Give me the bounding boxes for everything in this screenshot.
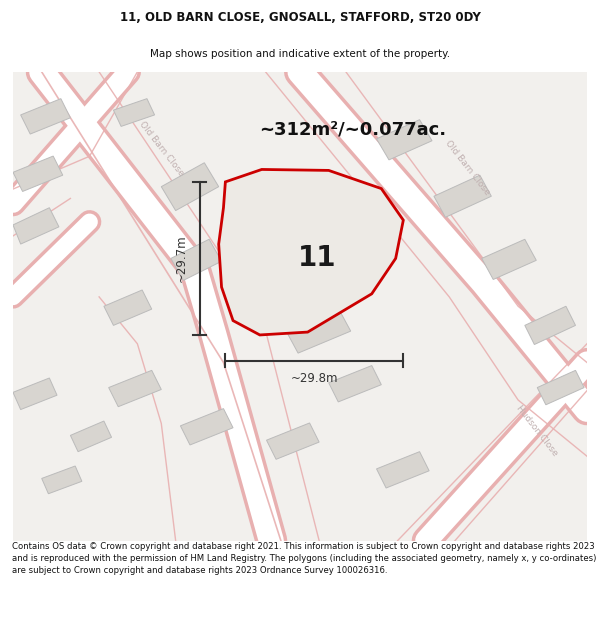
Polygon shape (537, 371, 584, 405)
Polygon shape (286, 308, 351, 353)
Text: ~312m²/~0.077ac.: ~312m²/~0.077ac. (259, 121, 446, 139)
Polygon shape (482, 239, 536, 279)
Text: 11: 11 (298, 244, 337, 272)
Text: Old Barn Close: Old Barn Close (137, 119, 185, 178)
Polygon shape (329, 366, 382, 402)
Text: Contains OS data © Crown copyright and database right 2021. This information is : Contains OS data © Crown copyright and d… (12, 542, 596, 575)
Polygon shape (377, 120, 432, 160)
Polygon shape (13, 156, 63, 191)
Polygon shape (13, 208, 59, 244)
Polygon shape (42, 466, 82, 494)
Polygon shape (109, 371, 161, 407)
Polygon shape (218, 169, 403, 335)
Polygon shape (377, 452, 429, 488)
Polygon shape (13, 378, 57, 409)
Text: 11, OLD BARN CLOSE, GNOSALL, STAFFORD, ST20 0DY: 11, OLD BARN CLOSE, GNOSALL, STAFFORD, S… (119, 11, 481, 24)
Polygon shape (525, 306, 575, 344)
Polygon shape (20, 99, 70, 134)
Text: Map shows position and indicative extent of the property.: Map shows position and indicative extent… (150, 49, 450, 59)
Text: Hudson Close: Hudson Close (515, 404, 560, 458)
Polygon shape (242, 169, 308, 214)
Polygon shape (266, 423, 319, 459)
Polygon shape (242, 246, 303, 291)
Polygon shape (113, 99, 155, 126)
Polygon shape (104, 290, 152, 326)
Text: Old Barn Close: Old Barn Close (443, 139, 491, 197)
Text: ~29.7m: ~29.7m (175, 234, 188, 282)
Polygon shape (181, 409, 233, 445)
Polygon shape (171, 239, 221, 281)
Polygon shape (434, 175, 491, 218)
Polygon shape (70, 421, 112, 452)
Polygon shape (161, 162, 218, 211)
Text: ~29.8m: ~29.8m (290, 372, 338, 385)
